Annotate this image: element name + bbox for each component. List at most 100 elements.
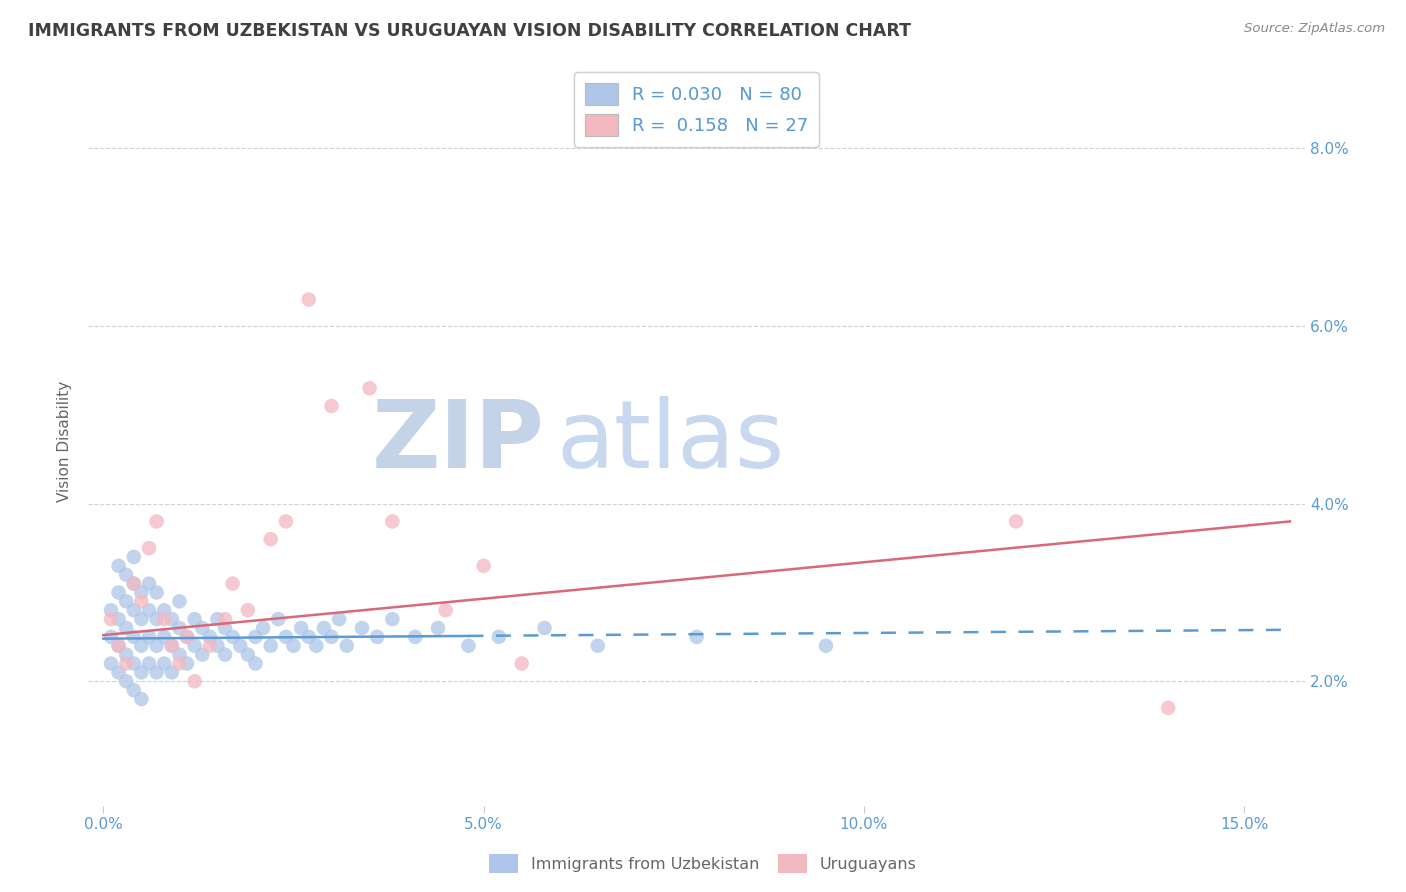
Point (122, 630, 145, 644)
Point (533, 621, 555, 635)
Point (336, 639, 359, 653)
Point (153, 612, 176, 626)
Point (138, 541, 160, 555)
Point (107, 558, 129, 573)
Point (145, 639, 167, 653)
Point (366, 630, 388, 644)
Point (267, 612, 290, 626)
Point (214, 648, 236, 662)
Text: Source: ZipAtlas.com: Source: ZipAtlas.com (1244, 22, 1385, 36)
Point (115, 621, 138, 635)
Point (145, 612, 167, 626)
Point (169, 594, 191, 608)
Point (107, 585, 129, 599)
Point (122, 576, 145, 591)
Point (138, 657, 160, 671)
Point (100, 657, 122, 671)
Point (245, 630, 267, 644)
Point (274, 630, 297, 644)
Point (207, 639, 229, 653)
Legend: R = 0.030   N = 80, R =  0.158   N = 27: R = 0.030 N = 80, R = 0.158 N = 27 (574, 72, 820, 146)
Point (145, 665, 167, 680)
Point (298, 293, 321, 307)
Point (198, 639, 221, 653)
Point (131, 612, 153, 626)
Point (122, 657, 145, 671)
Point (404, 630, 426, 644)
Point (472, 558, 495, 573)
Point (488, 630, 510, 644)
Point (260, 532, 283, 546)
Point (214, 612, 236, 626)
Point (328, 612, 350, 626)
Point (115, 657, 138, 671)
Point (176, 630, 198, 644)
Point (169, 657, 191, 671)
Point (283, 639, 305, 653)
Point (221, 576, 243, 591)
Point (115, 567, 138, 582)
Point (814, 639, 837, 653)
Point (131, 594, 153, 608)
Point (381, 612, 404, 626)
Point (359, 381, 381, 395)
Point (427, 621, 450, 635)
Point (115, 594, 138, 608)
Point (321, 399, 343, 413)
Point (107, 639, 129, 653)
Point (131, 639, 153, 653)
Point (131, 665, 153, 680)
Point (122, 603, 145, 617)
Point (145, 585, 167, 599)
Point (290, 621, 312, 635)
Point (169, 621, 191, 635)
Point (153, 603, 176, 617)
Point (298, 630, 321, 644)
Point (145, 515, 167, 529)
Point (160, 665, 183, 680)
Point (214, 621, 236, 635)
Point (236, 603, 259, 617)
Point (122, 683, 145, 698)
Point (207, 612, 229, 626)
Text: IMMIGRANTS FROM UZBEKISTAN VS URUGUAYAN VISION DISABILITY CORRELATION CHART: IMMIGRANTS FROM UZBEKISTAN VS URUGUAYAN … (28, 22, 911, 40)
Point (107, 639, 129, 653)
Point (115, 674, 138, 689)
Y-axis label: Vision Disability: Vision Disability (58, 381, 72, 502)
Point (586, 639, 609, 653)
Point (252, 621, 274, 635)
Point (100, 612, 122, 626)
Point (312, 621, 335, 635)
Point (350, 621, 373, 635)
Point (138, 630, 160, 644)
Point (153, 657, 176, 671)
Point (122, 576, 145, 591)
Point (457, 639, 479, 653)
Point (1005, 515, 1028, 529)
Point (100, 603, 122, 617)
Point (160, 639, 183, 653)
Text: atlas: atlas (557, 395, 785, 488)
Point (169, 648, 191, 662)
Point (176, 630, 198, 644)
Point (236, 648, 259, 662)
Point (191, 648, 214, 662)
Point (183, 639, 205, 653)
Text: ZIP: ZIP (371, 395, 544, 488)
Point (138, 603, 160, 617)
Point (153, 630, 176, 644)
Point (260, 639, 283, 653)
Point (138, 576, 160, 591)
Point (160, 639, 183, 653)
Point (160, 612, 183, 626)
Point (510, 657, 533, 671)
Point (685, 630, 707, 644)
Point (176, 657, 198, 671)
Point (183, 674, 205, 689)
Point (107, 612, 129, 626)
Point (107, 665, 129, 680)
Point (115, 648, 138, 662)
Point (131, 585, 153, 599)
Point (434, 603, 457, 617)
Point (221, 630, 243, 644)
